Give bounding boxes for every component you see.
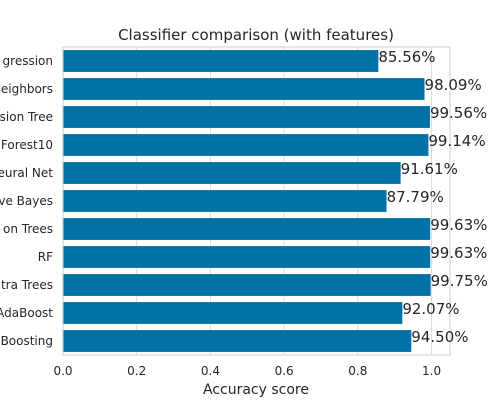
bar-value-label: 99.75% (431, 272, 488, 290)
bar (63, 134, 428, 156)
chart-title: Classifier comparison (with features) (118, 26, 394, 44)
bar (63, 302, 402, 324)
category-label: Boosting (1, 334, 53, 348)
bar (63, 274, 431, 296)
bar (63, 50, 378, 72)
category-label: RF (38, 250, 53, 264)
x-tick-label: 0.6 (275, 364, 294, 378)
bar (63, 218, 430, 240)
category-label: tra Trees (1, 278, 53, 292)
bar (63, 190, 387, 212)
x-tick-label: 1.0 (422, 364, 441, 378)
bar-value-label: 98.09% (425, 76, 482, 94)
x-tick-label: 0.2 (127, 364, 146, 378)
bars (63, 50, 431, 352)
bar (63, 330, 411, 352)
bar (63, 78, 425, 100)
bar-value-label: 99.63% (430, 244, 487, 262)
bar-value-label: 87.79% (387, 188, 444, 206)
bar-value-label: 92.07% (402, 300, 459, 318)
bar-value-label: 99.56% (430, 104, 487, 122)
category-label: AdaBoost (0, 306, 53, 320)
bar-value-label: 85.56% (378, 48, 435, 66)
x-tick-label: 0.8 (348, 364, 367, 378)
x-tick-label: 0.0 (53, 364, 72, 378)
category-label: Forest10 (1, 138, 53, 152)
category-label: gression (3, 54, 53, 68)
category-label: ve Bayes (0, 194, 53, 208)
bar-value-label: 99.63% (430, 216, 487, 234)
category-label: eighbors (1, 82, 53, 96)
bar (63, 106, 430, 128)
bar (63, 162, 401, 184)
bar-value-label: 94.50% (411, 328, 468, 346)
bar-value-label: 91.61% (401, 160, 458, 178)
category-label: sion Tree (0, 110, 53, 124)
x-tick-label: 0.4 (201, 364, 220, 378)
category-label: on Trees (3, 222, 53, 236)
bar (63, 246, 430, 268)
bar-value-label: 99.14% (428, 132, 485, 150)
x-axis-label: Accuracy score (203, 382, 309, 398)
category-label: eural Net (0, 166, 53, 180)
